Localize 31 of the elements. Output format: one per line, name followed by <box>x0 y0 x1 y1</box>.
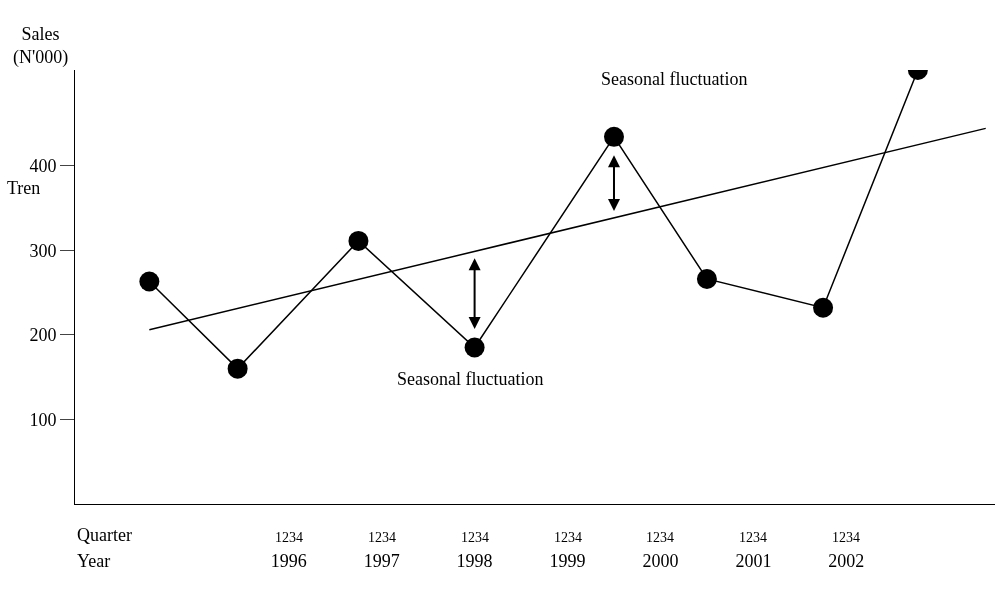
point <box>464 337 485 358</box>
point <box>696 268 717 289</box>
text: 1234 <box>554 530 582 545</box>
point <box>348 230 369 251</box>
annotation: Seasonal fluctuation <box>601 69 748 89</box>
y-axis-title: Sales (N'000) <box>13 24 69 69</box>
x-tick-label: 2002 <box>828 550 865 571</box>
y-tick-label: 200 <box>29 325 57 346</box>
text: Tren <box>7 178 41 198</box>
y-tick-label: 300 <box>29 240 57 261</box>
text: 1234 <box>646 530 674 545</box>
y-tick-label: 100 <box>29 409 57 430</box>
y-tick-label: 400 <box>29 155 57 176</box>
point <box>139 271 160 292</box>
x-tick-label: 1999 <box>549 550 586 571</box>
text: 1234 <box>461 530 489 545</box>
point <box>227 358 248 379</box>
text: Year <box>77 551 111 571</box>
x-tick-label: 2001 <box>735 550 772 571</box>
annotation: Seasonal fluctuation <box>397 369 544 389</box>
text: 1234 <box>368 530 396 545</box>
text: Quarter <box>77 525 132 545</box>
x-tick-label: 1998 <box>456 550 493 571</box>
text: 1234 <box>275 530 303 545</box>
point <box>604 126 624 147</box>
x-tick-label: 1996 <box>270 550 307 571</box>
text: 1234 <box>832 530 860 545</box>
point <box>813 297 834 318</box>
x-tick-label: 1997 <box>363 550 400 571</box>
text: 1234 <box>739 530 767 545</box>
x-tick-label: 2000 <box>642 550 679 571</box>
